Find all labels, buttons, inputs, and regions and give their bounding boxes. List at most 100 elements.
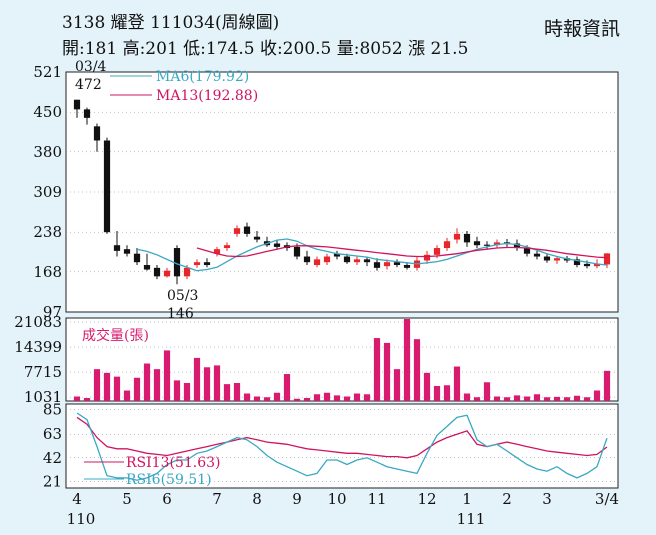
- volume-bar: [573, 395, 581, 401]
- candle-down: [573, 259, 581, 266]
- low-date-label: 05/3: [167, 288, 198, 304]
- volume-bar: [193, 357, 201, 401]
- volume-tick-label: 1031: [24, 388, 62, 406]
- volume-bar: [403, 319, 411, 401]
- volume-tick-label: 7715: [24, 363, 62, 381]
- candle-up: [313, 259, 321, 266]
- volume-bar: [433, 386, 441, 401]
- volume-bar: [533, 394, 541, 401]
- chart-title: 3138 耀登 111034(周線圖): [62, 13, 280, 33]
- price-tick-label: 97: [43, 303, 62, 321]
- candle-down: [343, 256, 351, 263]
- candle-down: [393, 262, 401, 266]
- volume-bar: [473, 397, 481, 401]
- candle-up: [233, 228, 241, 234]
- x-tick-label: 1: [462, 490, 472, 508]
- year-label: 110: [67, 510, 96, 528]
- candle-down: [463, 233, 471, 243]
- candle-down: [133, 253, 141, 263]
- candle-down: [483, 244, 491, 246]
- x-tick-label: 6: [162, 490, 172, 508]
- x-tick-label: 2: [502, 490, 512, 508]
- candle-down: [513, 243, 521, 249]
- volume-bar: [553, 396, 561, 401]
- high-date-label: 03/4: [75, 59, 107, 75]
- price-legend-label: MA13(192.88): [156, 88, 258, 104]
- candle-up: [183, 267, 191, 277]
- candle-down: [273, 243, 281, 247]
- candle-up: [323, 256, 331, 263]
- volume-title: 成交量(張): [82, 327, 149, 344]
- volume-bar: [123, 390, 131, 401]
- volume-bar: [603, 370, 611, 401]
- x-tick-label: 10: [327, 490, 346, 508]
- ma13-line: [196, 245, 608, 259]
- price-legend-label: MA6(179.92): [156, 69, 249, 85]
- candle-down: [203, 262, 211, 266]
- x-tick-label: 5: [122, 490, 132, 508]
- x-tick-label: 11: [367, 490, 386, 508]
- volume-bar: [83, 398, 91, 401]
- low-price-label: 146: [167, 306, 194, 322]
- volume-bar: [303, 398, 311, 401]
- volume-bar: [583, 397, 591, 401]
- rsi-tick-label: 63: [43, 425, 62, 443]
- price-tick-label: 521: [33, 63, 62, 81]
- rsi-tick-label: 42: [43, 449, 62, 467]
- volume-bar: [463, 393, 471, 401]
- volume-bar: [323, 392, 331, 401]
- volume-bar: [363, 394, 371, 401]
- volume-bar: [493, 396, 501, 401]
- rsi-tick-label: 21: [43, 472, 62, 490]
- candle-down: [243, 226, 251, 234]
- volume-bar: [423, 372, 431, 401]
- volume-bar: [73, 396, 81, 401]
- volume-bar: [443, 385, 451, 401]
- candle-down: [153, 267, 161, 277]
- volume-bar: [143, 363, 151, 401]
- volume-bar: [593, 390, 601, 401]
- candle-down: [373, 262, 381, 268]
- volume-bar: [313, 394, 321, 401]
- volume-bar: [163, 350, 171, 401]
- brand-label: 時報資訊: [543, 18, 620, 40]
- volume-bar: [453, 366, 461, 401]
- candle-down: [173, 248, 181, 277]
- volume-bar: [383, 342, 391, 401]
- candle-down: [543, 256, 551, 261]
- volume-bar: [293, 398, 301, 401]
- x-tick-label: 4: [72, 490, 82, 508]
- x-tick-label: 8: [252, 490, 262, 508]
- candle-up: [423, 254, 431, 261]
- x-tick-label: 12: [417, 490, 436, 508]
- candle-up: [383, 262, 391, 267]
- volume-bar: [373, 338, 381, 401]
- candle-up: [603, 253, 611, 265]
- volume-bar: [213, 365, 221, 401]
- volume-bar: [233, 383, 241, 401]
- price-tick-label: 309: [33, 183, 62, 201]
- price-tick-label: 450: [33, 103, 62, 121]
- volume-bar: [173, 380, 181, 401]
- price-tick-label: 380: [33, 143, 62, 161]
- candle-up: [553, 258, 561, 261]
- volume-bar: [413, 339, 421, 401]
- candle-up: [453, 233, 461, 240]
- volume-bar: [203, 367, 211, 401]
- candle-down: [103, 140, 111, 233]
- x-tick-label: 9: [292, 490, 302, 508]
- rsi-legend-label: RSI13(51.63): [126, 455, 220, 471]
- candle-down: [253, 236, 261, 240]
- candle-down: [93, 126, 101, 141]
- rsi-tick-label: 85: [43, 401, 62, 419]
- candle-down: [83, 109, 91, 118]
- volume-tick-label: 14399: [14, 338, 62, 356]
- rsi13-line: [76, 416, 608, 459]
- volume-bar: [353, 393, 361, 401]
- volume-bar: [333, 395, 341, 401]
- candle-down: [533, 253, 541, 257]
- x-tick-label: 7: [212, 490, 222, 508]
- volume-bar: [563, 397, 571, 401]
- volume-bar: [273, 392, 281, 401]
